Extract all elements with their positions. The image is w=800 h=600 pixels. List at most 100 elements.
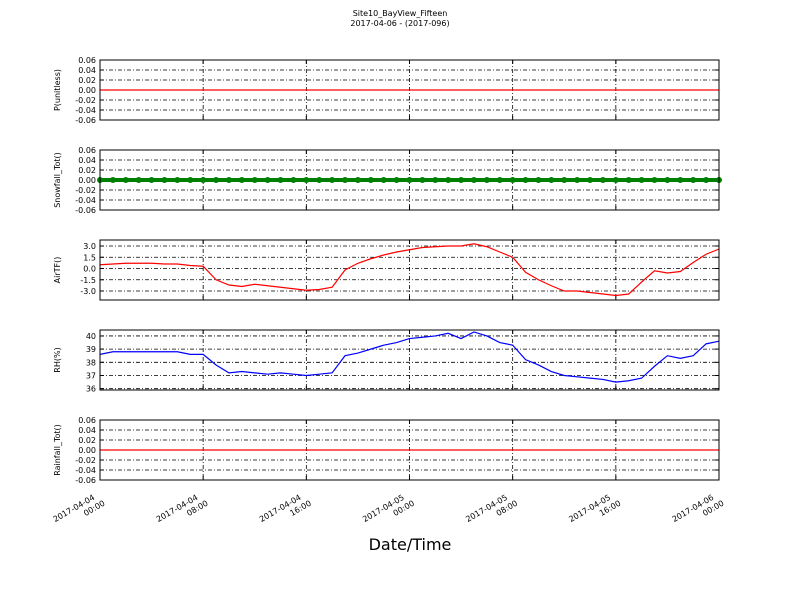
- data-point: [187, 177, 194, 183]
- y-tick-label: -0.06: [75, 116, 96, 125]
- y-tick-label: -0.04: [75, 106, 96, 115]
- y-tick-label: -0.04: [75, 466, 96, 475]
- data-point: [509, 177, 516, 183]
- data-point: [225, 177, 232, 183]
- x-tick-label: 2017-04-0600:00: [671, 490, 726, 533]
- y-tick-label: -0.06: [75, 206, 96, 215]
- y-tick-label: 0.02: [78, 436, 96, 445]
- data-point: [587, 177, 594, 183]
- data-point: [380, 177, 387, 183]
- data-point: [148, 177, 155, 183]
- data-point: [251, 177, 258, 183]
- data-point: [213, 177, 220, 183]
- data-point: [522, 177, 529, 183]
- y-tick-label: 0.04: [78, 66, 96, 75]
- y-axis-label: Snowfall_Tot(): [53, 152, 62, 208]
- data-point: [703, 177, 710, 183]
- data-line: [99, 243, 720, 297]
- data-point: [316, 177, 323, 183]
- y-tick-label: -3.0: [80, 287, 96, 296]
- subplot: 0.060.040.020.00-0.02-0.04-0.06 Rainfall_…: [53, 416, 720, 485]
- x-tick-label: 2017-04-0516:00: [567, 490, 622, 533]
- data-point: [677, 177, 684, 183]
- subplot: 0.060.040.020.00-0.02-0.04-0.06 Snowfall_…: [53, 146, 722, 215]
- data-point: [238, 177, 245, 183]
- data-point: [432, 177, 439, 183]
- y-tick-label: 0.02: [78, 76, 96, 85]
- subplot: 40 39 38 37 36 RH(%): [53, 329, 720, 394]
- y-tick-label: 3.0: [83, 242, 96, 251]
- data-point: [109, 177, 116, 183]
- data-point: [690, 177, 697, 183]
- data-point: [303, 177, 310, 183]
- y-axis-label: P(unitless): [53, 69, 62, 111]
- data-point: [174, 177, 181, 183]
- data-point: [367, 177, 374, 183]
- axes-frame: [99, 149, 720, 211]
- data-point: [625, 177, 632, 183]
- x-tick-label: 2017-04-0500:00: [361, 490, 416, 533]
- y-tick-label: 40: [86, 332, 96, 341]
- y-tick-label: 0.06: [78, 56, 96, 65]
- data-point: [445, 177, 452, 183]
- y-axis-label: Rainfall_Tot(): [53, 424, 62, 476]
- data-point: [548, 177, 555, 183]
- y-axis-label: AirTF(): [53, 257, 62, 284]
- y-tick-label: 0.00: [78, 176, 96, 185]
- y-tick-label: -1.5: [80, 276, 96, 285]
- data-point: [599, 177, 606, 183]
- data-point: [393, 177, 400, 183]
- data-point: [651, 177, 658, 183]
- x-tick-label: 2017-04-0400:00: [52, 490, 107, 533]
- axes-frame: [99, 59, 720, 121]
- y-tick-label: 0.00: [78, 446, 96, 455]
- y-axis-label: RH(%): [53, 347, 62, 372]
- data-point: [200, 177, 207, 183]
- y-tick-label: 0.04: [78, 156, 96, 165]
- data-point: [264, 177, 271, 183]
- y-tick-label: 0.0: [83, 265, 96, 274]
- y-tick-label: -0.06: [75, 476, 96, 485]
- x-axis-label: Date/Time: [369, 535, 452, 554]
- data-point: [612, 177, 619, 183]
- data-point: [638, 177, 645, 183]
- y-tick-label: 38: [86, 358, 96, 367]
- data-point: [277, 177, 284, 183]
- y-tick-label: 0.02: [78, 166, 96, 175]
- x-tick-label: 2017-04-0416:00: [258, 490, 313, 533]
- data-point: [664, 177, 671, 183]
- y-tick-label: 0.04: [78, 426, 96, 435]
- data-point: [122, 177, 129, 183]
- y-tick-label: 0.00: [78, 86, 96, 95]
- y-tick-label: -0.02: [75, 96, 96, 105]
- data-point: [470, 177, 477, 183]
- figure-title: Site10_BayView_Fifteen: [353, 9, 448, 18]
- y-tick-label: 36: [86, 385, 96, 394]
- data-point: [419, 177, 426, 183]
- y-tick-label: 0.06: [78, 416, 96, 425]
- data-point: [161, 177, 168, 183]
- data-point: [354, 177, 361, 183]
- data-point: [458, 177, 465, 183]
- axes-frame: [99, 329, 720, 391]
- x-tick-label: 2017-04-0508:00: [464, 490, 519, 533]
- y-tick-label: 39: [86, 345, 96, 354]
- axes-frame: [99, 419, 720, 481]
- data-point: [290, 177, 297, 183]
- y-tick-label: 0.06: [78, 146, 96, 155]
- data-point: [135, 177, 142, 183]
- y-tick-label: 1.5: [83, 253, 96, 262]
- axes-frame: [99, 239, 720, 301]
- data-line: [99, 331, 720, 383]
- data-point: [561, 177, 568, 183]
- data-point: [483, 177, 490, 183]
- y-tick-label: -0.02: [75, 186, 96, 195]
- data-point: [329, 177, 336, 183]
- data-point: [535, 177, 542, 183]
- y-tick-label: -0.04: [75, 196, 96, 205]
- subplot: 0.060.040.020.00-0.02-0.04-0.06 P(unitles…: [53, 56, 720, 125]
- figure-subtitle: 2017-04-06 - (2017-096): [350, 19, 449, 28]
- subplot: 3.0 1.5 0.0 -1.5 -3.0 AirTF(): [53, 239, 720, 301]
- data-point: [574, 177, 581, 183]
